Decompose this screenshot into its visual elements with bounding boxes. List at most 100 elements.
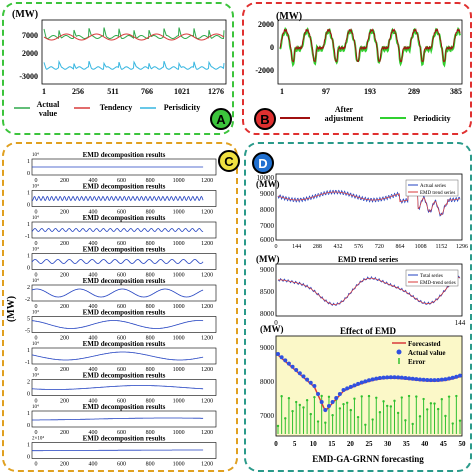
actual-point [436, 377, 441, 382]
actual-point [359, 380, 364, 385]
error-point [305, 399, 309, 402]
error-point [404, 419, 407, 422]
panel-b-xtick: 289 [408, 87, 420, 96]
actual-point [301, 374, 306, 379]
emd-row-xtick: 200 [60, 336, 69, 342]
mid-xtick: 0 [274, 319, 278, 327]
emd-row-xtick: 400 [89, 430, 98, 436]
emd-row-xtick: 800 [146, 430, 155, 436]
actual-point [308, 380, 313, 385]
error-point [291, 409, 294, 413]
top-xtick: 1296 [456, 244, 468, 250]
emd-row-xtick: 800 [146, 336, 155, 342]
emd-row-ytick: 1 [27, 191, 30, 197]
actual-point [334, 396, 339, 400]
panel-a-ytick: 2000 [22, 49, 38, 58]
emd-row-series [31, 259, 204, 264]
panel-a-chart: (MW) 7000 2000 -3000 1 256 511 766 1021 … [12, 9, 227, 118]
top-ytick: 6000 [260, 236, 275, 244]
actual-point [428, 378, 433, 383]
emd-row-xtick: 0 [35, 399, 38, 405]
panel-d-bottom-series [276, 352, 462, 434]
emd-row-series [31, 288, 204, 298]
error-point [418, 415, 422, 418]
actual-point [425, 378, 430, 383]
mid-legend-trend: EMD-trend series [420, 281, 456, 286]
error-point [345, 401, 349, 405]
bottom-xtick: 50 [459, 440, 467, 448]
panel-a-tendency-series [43, 33, 225, 41]
panel-d-bottom-title: Effect of EMD [340, 326, 396, 336]
emd-row-ytick: 0 [27, 455, 30, 461]
error-point [415, 395, 418, 398]
panel-a-xtick: 511 [107, 87, 119, 96]
error-point [426, 408, 429, 411]
emd-row-xtick: 600 [117, 399, 126, 405]
emd-row-series [31, 228, 204, 232]
panel-a-ytick: -3000 [19, 72, 38, 81]
emd-row-xtick: 400 [89, 241, 98, 247]
error-point [276, 424, 280, 428]
emd-row-exponent: 10⁴ [32, 373, 39, 379]
emd-row-xtick: 800 [146, 178, 155, 184]
error-point [382, 400, 385, 403]
actual-point [377, 376, 382, 381]
emd-row-exponent: 2×10⁴ [32, 436, 44, 442]
badge-c: C [218, 150, 240, 172]
error-point [447, 395, 451, 398]
legend-label-periodicity: Perisdicity [164, 103, 200, 112]
emd-row-xtick: 800 [146, 304, 155, 310]
bottom-legend-error: Error [408, 358, 425, 366]
emd-row-title: EMD decomposition results [83, 277, 166, 285]
panel-d: (MW) 10000 9000 8000 7000 6000 Actual se… [244, 142, 472, 472]
emd-row-ytick: 1 [27, 222, 30, 228]
actual-point [399, 375, 404, 380]
emd-row-xtick: 1000 [173, 367, 185, 373]
emd-row-xtick: 800 [146, 399, 155, 405]
top-xtick: 864 [396, 244, 405, 250]
panel-a-periodicity-series [43, 59, 225, 70]
error-point [440, 398, 443, 401]
emd-row-xtick: 400 [89, 210, 98, 216]
error-point [455, 394, 458, 398]
panel-d-top-series [277, 189, 461, 217]
emd-row-xtick: 200 [60, 210, 69, 216]
emd-row-ytick: 0 [27, 392, 30, 398]
error-point [375, 396, 378, 399]
actual-point [330, 400, 335, 404]
error-point [356, 415, 360, 419]
emd-row-xtick: 200 [60, 430, 69, 436]
actual-point [370, 377, 375, 382]
emd-row-xtick: 400 [89, 273, 98, 279]
emd-row-xtick: 600 [117, 241, 126, 247]
emd-row-xtick: 600 [117, 462, 126, 468]
error-point [407, 394, 411, 398]
emd-row-xtick: 1000 [173, 178, 185, 184]
panel-a-actual-series [43, 27, 225, 39]
error-point [338, 407, 342, 410]
emd-row-xtick: 200 [60, 399, 69, 405]
actual-point [367, 378, 371, 383]
badge-b-label: B [260, 111, 270, 127]
bottom-legend-forecast: Forecasted [408, 340, 441, 348]
badge-c-label: C [224, 153, 234, 169]
emd-row-xtick: 1200 [201, 336, 213, 342]
emd-row-exponent: 10⁴ [32, 310, 39, 316]
actual-point [297, 371, 302, 376]
emd-row-xtick: 800 [146, 273, 155, 279]
error-point [298, 403, 302, 407]
error-point [342, 402, 345, 406]
panel-b-chart: (MW) 2000 0 -2000 1 97 193 289 385 After… [255, 11, 463, 123]
panel-b-xtick: 97 [322, 87, 330, 96]
actual-point [337, 392, 342, 396]
top-ytick: 10000 [257, 174, 275, 182]
error-point [422, 397, 425, 401]
error-point [367, 394, 371, 398]
emd-row-xtick: 0 [35, 210, 38, 216]
panel-a-xtick: 256 [72, 87, 84, 96]
